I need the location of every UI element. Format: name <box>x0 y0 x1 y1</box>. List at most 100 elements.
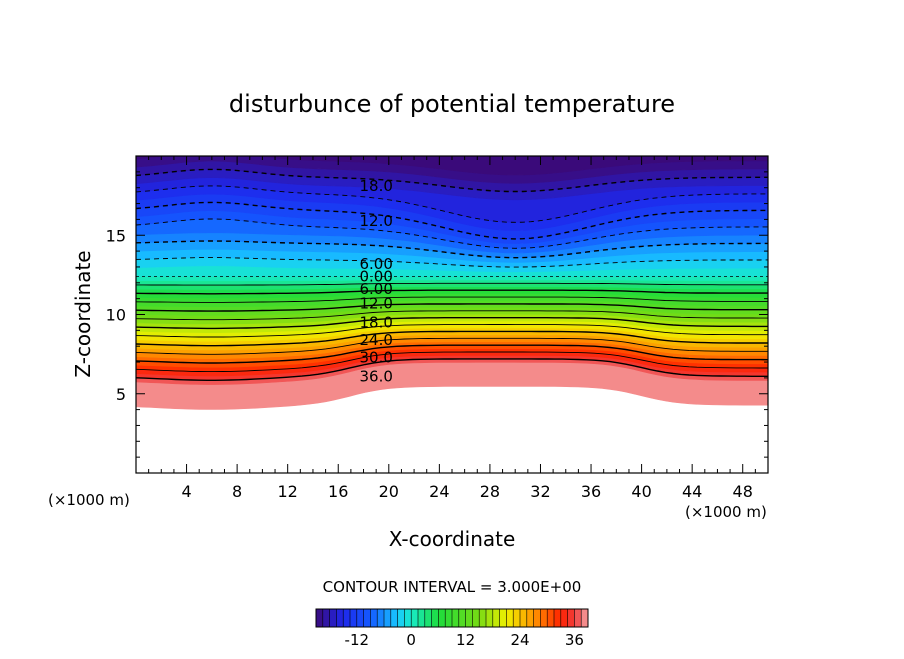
colorbar-cell <box>397 609 405 627</box>
x-axis-label: X-coordinate <box>389 527 516 551</box>
contour-line <box>136 257 768 268</box>
colorbar-cell <box>533 609 541 627</box>
contour-line <box>136 358 768 381</box>
contour-label: 36.0 <box>359 367 392 385</box>
colorbar-cell <box>458 609 466 627</box>
colorbar-cell <box>581 609 589 627</box>
contour-label: 0.00 <box>359 268 392 286</box>
colorbar-cell <box>452 609 460 627</box>
contour-line <box>136 330 768 347</box>
colorbar-cell <box>316 609 324 627</box>
colorbar-cell <box>418 609 426 627</box>
contour-interval-text: CONTOUR INTERVAL = 3.000E+00 <box>323 578 582 596</box>
contour-label: 12.0 <box>359 294 392 312</box>
x-tick-label: 48 <box>733 482 753 501</box>
colorbar-cell <box>506 609 514 627</box>
contour-line <box>136 185 768 223</box>
x-tick-label: 8 <box>232 482 242 501</box>
colorbar-cell <box>336 609 344 627</box>
contour-label: 24.0 <box>359 331 392 349</box>
colorbar-cell <box>411 609 419 627</box>
contour-line <box>136 240 768 259</box>
colorbar-cell <box>479 609 487 627</box>
colorbar-cell <box>431 609 439 627</box>
colorbar-tick-label: -12 <box>345 631 370 649</box>
contour-line <box>136 317 768 330</box>
y-tick-label: 15 <box>106 226 126 245</box>
contour-label: 18.0 <box>359 313 392 331</box>
colorbar-cell <box>520 609 528 627</box>
x-tick-labels: 4 8 12 16 20 24 28 32 36 40 44 48 <box>181 482 752 501</box>
colorbar-cell <box>438 609 446 627</box>
colorbar-cell <box>343 609 351 627</box>
x-tick-label: 44 <box>682 482 702 501</box>
x-tick-label: 28 <box>480 482 500 501</box>
colorbar-cell <box>547 609 555 627</box>
colorbar-cell <box>384 609 392 627</box>
x-tick-label: 24 <box>429 482 449 501</box>
axis-ticks <box>136 156 768 473</box>
colorbar-tick-label: 12 <box>456 631 475 649</box>
x-tick-label: 32 <box>530 482 550 501</box>
contour-line <box>136 201 768 240</box>
colorbar-frame <box>315 608 589 628</box>
x-tick-label: 40 <box>631 482 651 501</box>
contour-line <box>136 303 768 312</box>
y-axis-label: Z-coordinate <box>71 250 95 377</box>
colorbar-cell <box>574 609 582 627</box>
colorbar-cell <box>540 609 548 627</box>
colorbar-cell <box>486 609 494 627</box>
contour-line <box>136 218 768 249</box>
colorbar-cell <box>472 609 480 627</box>
contour-line <box>136 351 768 373</box>
y-tick-label: 5 <box>116 385 126 404</box>
colorbar-cell <box>424 609 432 627</box>
x-tick-label: 4 <box>181 482 191 501</box>
colorbar-cell <box>377 609 385 627</box>
colorbar-cell <box>350 609 358 627</box>
colorbar-cell <box>370 609 378 627</box>
contour-line <box>136 296 768 303</box>
contour-field <box>136 156 768 410</box>
colorbar-cell <box>554 609 562 627</box>
colorbar-cell <box>560 609 568 627</box>
colorbar-cell <box>567 609 575 627</box>
contour-label: 12.0 <box>359 212 392 230</box>
contour-line <box>136 324 768 338</box>
colorbar-cell <box>322 609 330 627</box>
colorbar-cell <box>445 609 453 627</box>
colorbar-tick-label: 36 <box>565 631 584 649</box>
contour-label: 6.00 <box>359 280 392 298</box>
contour-line <box>136 337 768 355</box>
colorbar-tick-label: 0 <box>406 631 416 649</box>
contour-band <box>136 156 768 176</box>
contour-line <box>136 344 768 364</box>
colorbar-cell <box>404 609 412 627</box>
contour-line <box>136 310 768 321</box>
colorbar-cell <box>363 609 371 627</box>
x-tick-label: 16 <box>328 482 348 501</box>
x-tick-label: 12 <box>278 482 298 501</box>
colorbar-cell <box>499 609 507 627</box>
colorbar-cell <box>513 609 521 627</box>
y-unit-label: (×1000 m) <box>48 491 130 509</box>
colorbar <box>315 608 589 628</box>
contour-label: 18.0 <box>359 177 392 195</box>
contour-line <box>136 168 768 193</box>
y-tick-labels: 5 10 15 <box>106 226 126 404</box>
colorbar-cell <box>526 609 534 627</box>
y-tick-label: 10 <box>106 306 126 325</box>
contour-lines <box>136 168 768 381</box>
contour-label: 6.00 <box>359 255 392 273</box>
colorbar-cell <box>492 609 500 627</box>
chart-title: disturbunce of potential temperature <box>229 90 675 118</box>
contour-line <box>136 289 768 295</box>
contour-band <box>136 276 768 282</box>
colorbar-tick-label: 24 <box>510 631 529 649</box>
colorbar-cell <box>356 609 364 627</box>
x-unit-label: (×1000 m) <box>685 503 767 521</box>
colorbar-cell <box>390 609 398 627</box>
